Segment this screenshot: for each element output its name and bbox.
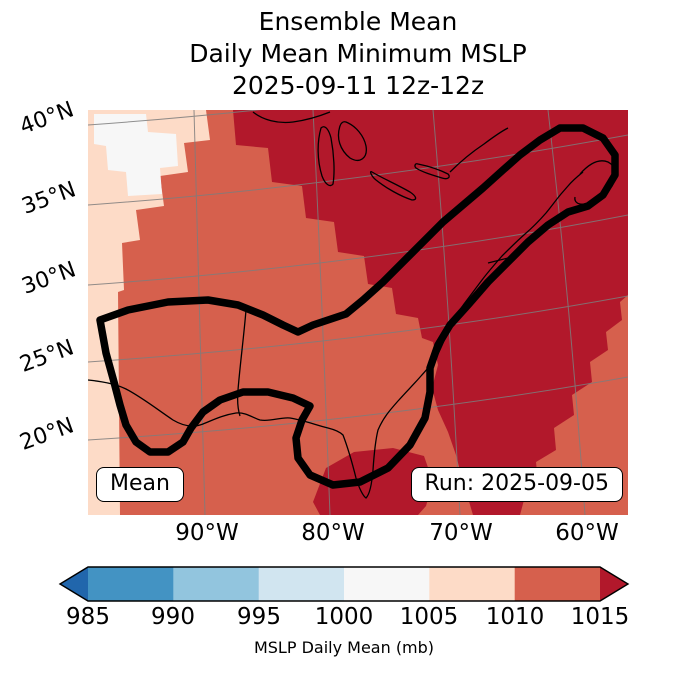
lon-tick-60w: 60°W (555, 520, 619, 546)
coastlines (88, 111, 617, 499)
colorbar-under-arrow (60, 567, 88, 601)
colorbar-outline (58, 566, 630, 602)
cb-tick-1010: 1010 (485, 604, 545, 630)
parallel-40n (88, 110, 262, 126)
highlight-contour (96, 124, 619, 489)
meridian-90w (193, 110, 206, 515)
map-canvas (88, 110, 628, 515)
st-lawrence-river (449, 127, 509, 173)
lon-tick-80w: 80°W (301, 520, 365, 546)
meridian-60w (547, 110, 586, 515)
colorbar-over-arrow (600, 567, 628, 601)
parallel-35n (88, 134, 628, 206)
lake-michigan (317, 126, 335, 187)
graticule (88, 110, 628, 515)
cb-tick-985: 985 (66, 604, 110, 630)
lat-tick-30n: 30°N (18, 257, 80, 300)
title-line-1: Ensemble Mean (258, 7, 458, 36)
colorbar-bin-1010-1015 (514, 567, 601, 601)
map-panel: Mean Run: 2025-09-05 (88, 110, 628, 515)
mslp-patch-caribbean-over-1015 (313, 448, 433, 515)
colorbar-bin-1005-1010 (429, 567, 515, 601)
lat-tick-25n: 25°N (16, 335, 78, 378)
lon-tick-90w: 90°W (175, 520, 239, 546)
lat-tick-35n: 35°N (18, 177, 80, 220)
colorbar-axis-label: MSLP Daily Mean (mb) (253, 638, 435, 657)
parallel-20n (88, 376, 628, 441)
lake-huron (337, 121, 367, 161)
colorbar-bin-995-1000 (258, 567, 345, 601)
title-line-3: 2025-09-11 12z-12z (231, 71, 485, 100)
lake-ontario (414, 163, 450, 180)
lon-tick-70w: 70°W (429, 520, 493, 546)
colorbar-bin-985-990 (88, 567, 174, 601)
meridian-80w (312, 110, 331, 515)
parallel-25n (88, 295, 628, 363)
mslp-region-over-1015 (233, 110, 628, 515)
colorbar-bin-1000-1005 (344, 567, 430, 601)
cb-tick-1000: 1000 (314, 604, 374, 630)
cb-tick-1015: 1015 (570, 604, 630, 630)
title-line-2: Daily Mean Minimum MSLP (189, 39, 527, 68)
figure-title: Ensemble Mean Daily Mean Minimum MSLP 20… (88, 6, 628, 102)
colorbar-bin-990-995 (173, 567, 259, 601)
run-label-box: Run: 2025-09-05 (410, 467, 623, 502)
lake-erie (369, 170, 417, 201)
colorbar (58, 566, 630, 602)
stat-label-box: Mean (96, 467, 184, 502)
coastline-gulf-eastcoast (88, 171, 584, 499)
mslp-region-1000-1005 (94, 114, 178, 196)
mslp-region-1005-1010 (88, 110, 210, 515)
lat-tick-20n: 20°N (16, 413, 78, 456)
cb-tick-1005: 1005 (399, 604, 459, 630)
lat-tick-40n: 40°N (16, 97, 78, 140)
cb-tick-995: 995 (237, 604, 281, 630)
parallel-30n (88, 214, 628, 286)
lake-superior (252, 111, 331, 124)
cb-tick-990: 990 (151, 604, 195, 630)
